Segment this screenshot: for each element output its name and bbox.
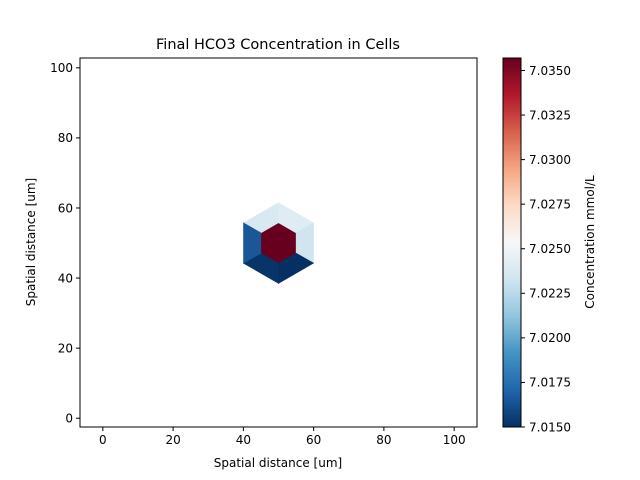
colorbar-tick-label: 7.0350: [529, 64, 571, 78]
colorbar-tick-label: 7.0150: [529, 420, 571, 434]
cell-lower-left: [243, 222, 262, 264]
plot-area-frame: [79, 57, 478, 428]
x-axis-label: Spatial distance [um]: [214, 456, 342, 470]
y-axis-label: Spatial distance [um]: [24, 178, 38, 306]
x-tick-label: 0: [99, 433, 107, 447]
y-tick-label: 60: [58, 201, 73, 215]
colorbar-tick-label: 7.0275: [529, 197, 571, 211]
x-tick-label: 40: [236, 433, 251, 447]
y-tick-label: 0: [65, 412, 73, 426]
y-tick-label: 40: [58, 271, 73, 285]
colorbar: [502, 57, 522, 428]
chart-title: Final HCO3 Concentration in Cells: [156, 37, 400, 53]
colorbar-tick-label: 7.0250: [529, 242, 571, 256]
colorbar-tick-label: 7.0200: [529, 331, 571, 345]
colorbar-tick-label: 7.0175: [529, 376, 571, 390]
colorbar-ticks: 7.0150 7.0175 7.0200 7.0225 7.0250 7.0275 7.03…: [521, 64, 571, 434]
cell-patches: [242, 202, 315, 284]
x-tick-label: 100: [443, 433, 466, 447]
y-tick-label: 80: [58, 131, 73, 145]
colorbar-tick-label: 7.0325: [529, 108, 571, 122]
x-tick-label: 60: [306, 433, 321, 447]
colorbar-tick-label: 7.0300: [529, 153, 571, 167]
x-tick-label: 20: [165, 433, 180, 447]
y-tick-label: 20: [58, 341, 73, 355]
x-axis-ticks: 0 20 40 60 80 100: [99, 427, 466, 447]
colorbar-tick-label: 7.0225: [529, 287, 571, 301]
y-axis-ticks: 0 20 40 60 80 100: [50, 61, 80, 426]
y-tick-label: 100: [50, 61, 73, 75]
colorbar-label: Concentration mmol/L: [583, 175, 597, 309]
x-tick-label: 80: [376, 433, 391, 447]
